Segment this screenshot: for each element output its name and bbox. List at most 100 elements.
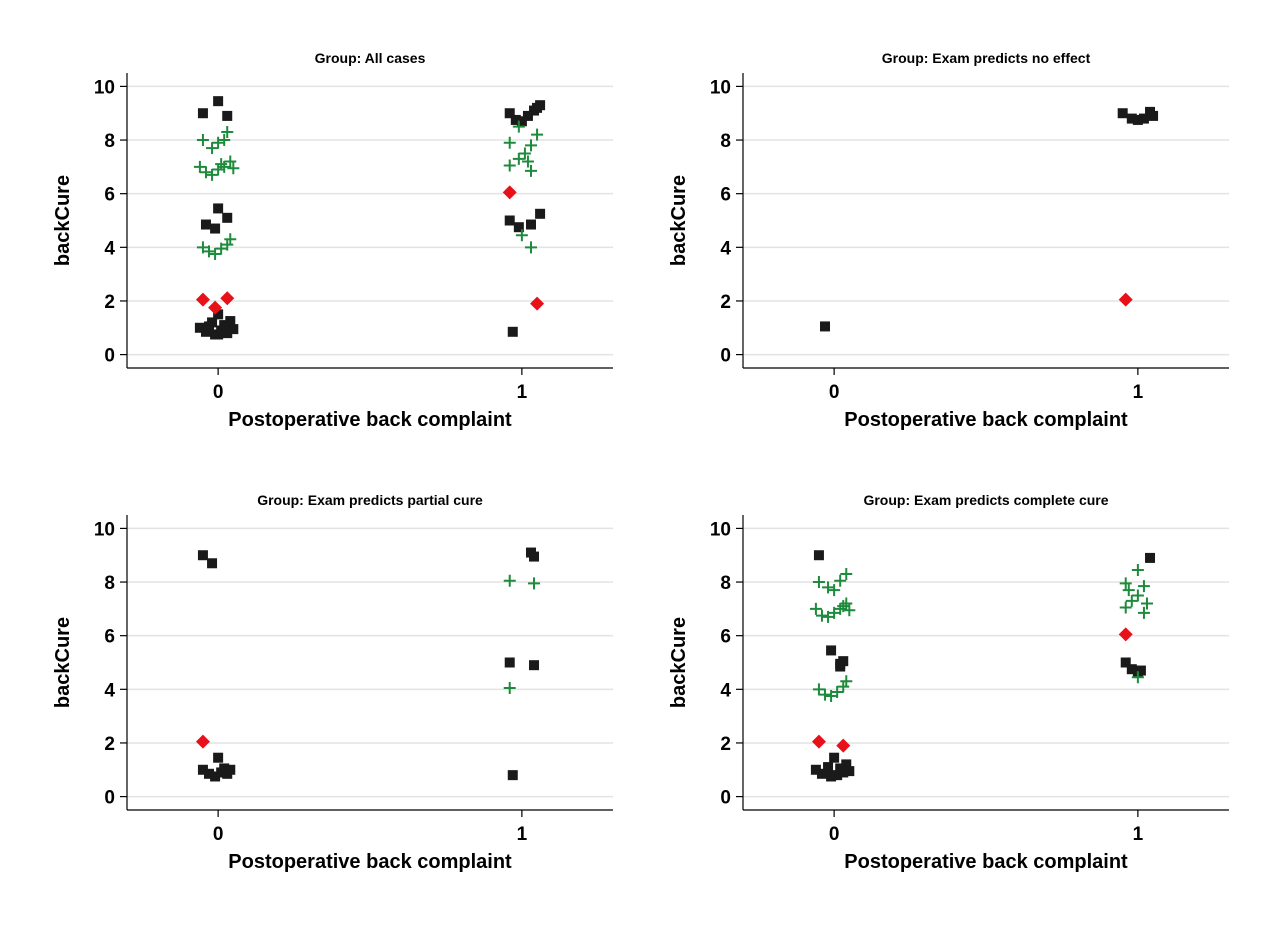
data-point-square [194,322,205,333]
data-point-square [510,114,521,125]
data-point-square [207,558,218,569]
data-point-square [826,771,837,782]
data-point-plus [206,168,219,181]
chart-title: Group: All cases [315,50,426,66]
data-point-plus [503,136,516,149]
data-point-plus [531,128,544,141]
y-axis-label: backCure [668,175,690,266]
data-point-plus [840,568,853,580]
data-point-plus [840,675,853,688]
data-point-square [1138,113,1149,124]
data-point-plus [1137,580,1150,593]
data-point-plus [843,604,856,617]
data-point-square [529,660,540,671]
data-point-plus [834,574,847,587]
x-tick-label: 1 [517,824,528,845]
y-tick-label: 10 [710,77,731,98]
data-point-plus [212,136,225,149]
y-tick-label: 2 [104,734,115,755]
data-point-plus [209,248,222,261]
data-point-plus [1131,589,1144,602]
data-point-square [829,752,840,763]
data-point-plus [822,581,835,594]
data-point-plus [512,152,525,165]
data-point-square [507,326,518,337]
data-point-plus [809,602,822,615]
data-point-plus [224,233,237,246]
y-tick-label: 4 [720,238,731,259]
data-point-square [197,550,208,561]
y-tick-label: 0 [104,346,115,367]
data-point-plus [227,162,240,175]
data-point-square [213,203,224,214]
data-point-diamond [836,738,851,753]
data-point-diamond [220,291,235,306]
data-point-square [835,658,846,669]
data-point-square [197,108,208,119]
data-point-plus [503,159,516,172]
data-point-diamond [530,296,545,311]
data-point-plus [518,147,531,160]
x-tick-label: 1 [517,382,528,403]
data-point-square [823,762,834,773]
data-point-square [832,770,843,781]
data-point-square [813,550,824,561]
y-tick-label: 8 [720,131,731,152]
data-point-plus [515,229,528,242]
data-point-diamond [1118,627,1133,642]
chart-panel-3: 0 2 4 6 8 10 0 1 Group: Exam predicts partial cu… [52,492,613,873]
x-axis-label: Postoperative back complaint [228,851,512,873]
data-point-square [507,770,518,781]
data-point-plus [218,160,231,173]
data-point-plus [524,241,537,254]
data-point-square [213,96,224,107]
x-tick-label: 0 [213,824,224,845]
data-point-plus [837,600,850,613]
data-point-plus [218,134,231,147]
data-point-plus [524,139,537,152]
chart-title: Group: Exam predicts complete cure [863,492,1108,508]
data-point-square [213,752,224,763]
data-point-square [844,766,855,777]
data-point-square [525,219,536,230]
data-point-square [210,771,221,782]
y-tick-label: 10 [710,519,731,540]
x-tick-label: 0 [829,382,840,403]
data-point-square [535,208,546,219]
chart-title: Group: Exam predicts no effect [882,50,1091,66]
chart-panel-1: 0 2 4 6 8 10 0 1 Group: All cases Postoperative b… [52,50,613,431]
data-point-square [522,110,533,121]
data-point-plus [840,597,853,610]
y-tick-label: 0 [720,346,731,367]
data-point-square [1126,113,1137,124]
data-point-plus [224,155,237,168]
data-point-plus [196,241,209,254]
y-tick-label: 2 [104,292,115,313]
chart-panel-4: 0 2 4 6 8 10 0 1 Group: Exam predicts complete c… [668,492,1229,873]
data-point-plus [503,681,516,694]
chart-title: Group: Exam predicts partial cure [257,492,483,508]
data-point-plus [503,574,516,587]
data-point-square [1132,114,1143,125]
data-point-plus [831,686,844,698]
data-point-plus [203,245,216,258]
data-point-square [529,551,540,562]
data-point-diamond [195,292,210,307]
data-point-plus [528,577,541,590]
data-point-square [204,321,215,332]
data-point-plus [215,158,228,171]
chart-panel-2: 0 2 4 6 8 10 0 1 Group: Exam predicts no effect P… [668,50,1229,431]
data-point-square [826,645,837,656]
data-point-plus [521,155,534,168]
data-point-plus [1137,606,1150,619]
data-point-square [222,212,233,223]
data-point-square [816,768,827,779]
data-point-square [504,108,515,119]
data-point-square [204,768,215,779]
data-point-plus [828,584,841,597]
y-axis-label: backCure [52,175,74,266]
data-point-plus [828,606,841,619]
data-point-square [1145,552,1156,563]
data-point-square [210,223,221,234]
